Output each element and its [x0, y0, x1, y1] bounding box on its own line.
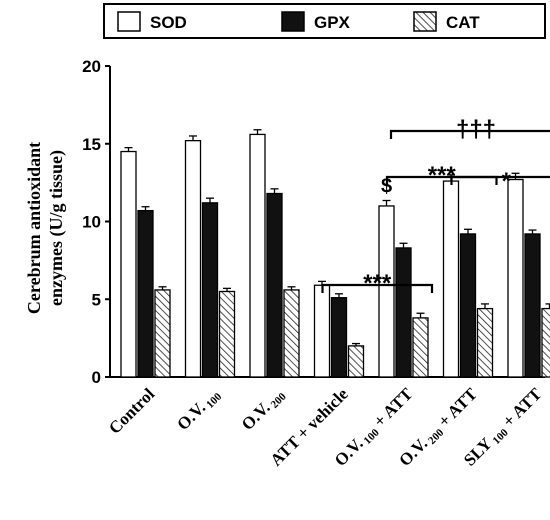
significance-marker: *: [502, 168, 512, 195]
bar-sod: [184, 139, 202, 378]
bar-gpx: [330, 297, 348, 378]
legend-label-gpx: GPX: [314, 13, 351, 32]
legend-box: [103, 3, 546, 39]
y-tick-label: 20: [82, 57, 101, 76]
category-label: Control: [105, 384, 158, 437]
bar-gpx: [459, 233, 477, 378]
bar-gpx: [395, 247, 412, 378]
bar-gpx: [137, 209, 154, 378]
y-tick-label: 0: [92, 368, 101, 387]
bar-sod: [442, 180, 460, 378]
y-tick-label: 10: [82, 213, 101, 232]
significance-bracket: [450, 175, 550, 185]
bar-sod: [120, 150, 137, 378]
legend-swatch-sod: [117, 11, 141, 32]
y-tick-label: 15: [82, 135, 101, 154]
legend-label-sod: SOD: [150, 13, 187, 32]
y-tick-label: 5: [92, 290, 101, 309]
category-label: O.V. 100: [173, 384, 224, 435]
significance-bracket: [385, 175, 498, 185]
significance-annotations: ****** *†††$: [321, 116, 550, 297]
legend-label-cat: CAT: [446, 13, 480, 32]
bar-cat: [347, 345, 365, 378]
legend: SOD GPX CAT: [103, 3, 546, 39]
bar-sod: [507, 178, 524, 378]
bar-cat: [412, 317, 429, 378]
significance-bracket: [389, 129, 550, 139]
bar-cat: [218, 290, 236, 378]
category-label: O.V. 200: [238, 384, 289, 435]
y-axis-label: Cerebrum antioxidant enzymes (U/g tissue): [24, 142, 67, 314]
bar-gpx: [266, 192, 283, 378]
bar-gpx: [524, 233, 541, 378]
bar-cat: [283, 289, 300, 378]
bar-sod: [249, 133, 266, 378]
bars: [120, 129, 550, 378]
significance-bracket: [321, 283, 434, 293]
significance-marker: ***: [363, 270, 392, 297]
significance-marker: †††: [456, 116, 496, 143]
bar-gpx: [201, 202, 219, 378]
legend-swatch-gpx: [281, 11, 305, 32]
significance-marker-dollar: $: [381, 176, 392, 198]
bar-cat: [541, 307, 550, 378]
bar-cat: [476, 307, 494, 378]
bar-sod: [313, 284, 331, 378]
legend-swatch-cat: [413, 11, 437, 32]
bar-cat: [154, 289, 171, 378]
